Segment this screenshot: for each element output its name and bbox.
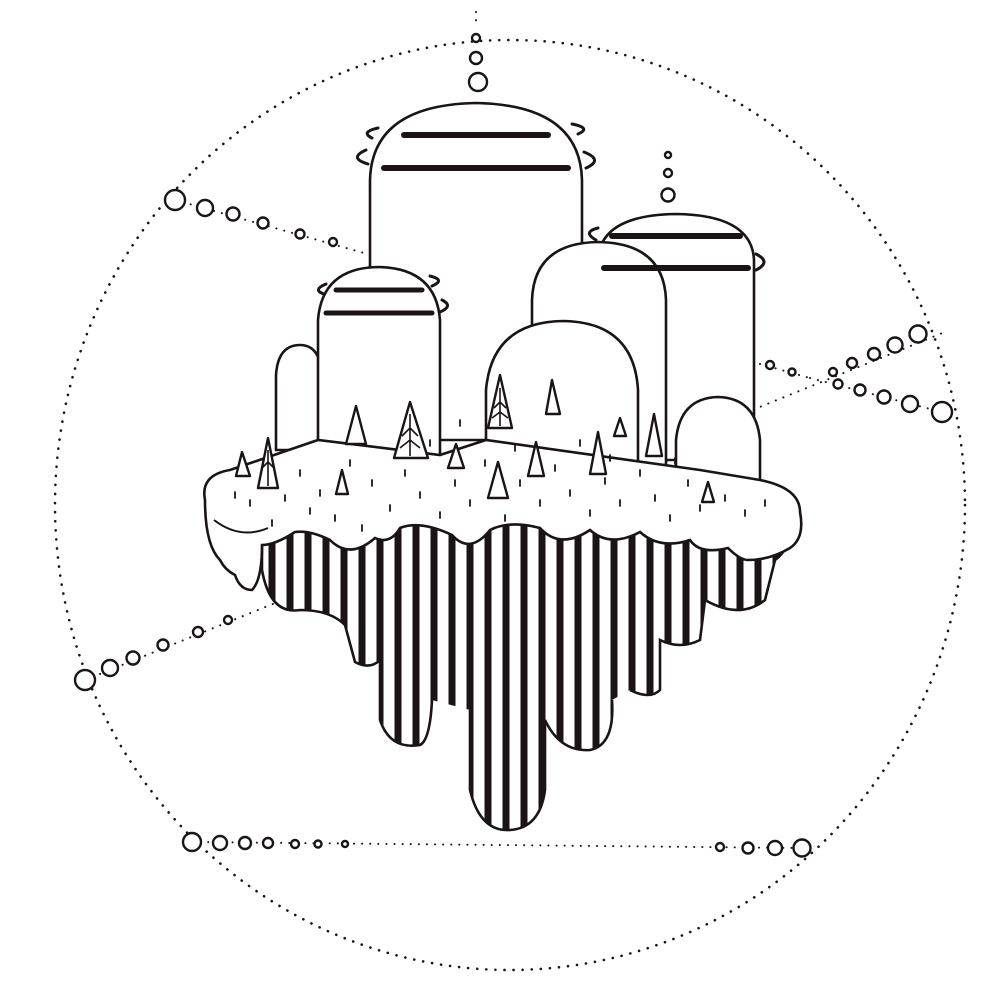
island-top-platform bbox=[203, 419, 803, 592]
bead-chain-icon bbox=[73, 32, 954, 858]
pine-tree-icon bbox=[234, 373, 716, 504]
dotted-circle-frame bbox=[53, 11, 967, 972]
dome-rings bbox=[317, 122, 766, 316]
island-underside bbox=[260, 512, 794, 832]
